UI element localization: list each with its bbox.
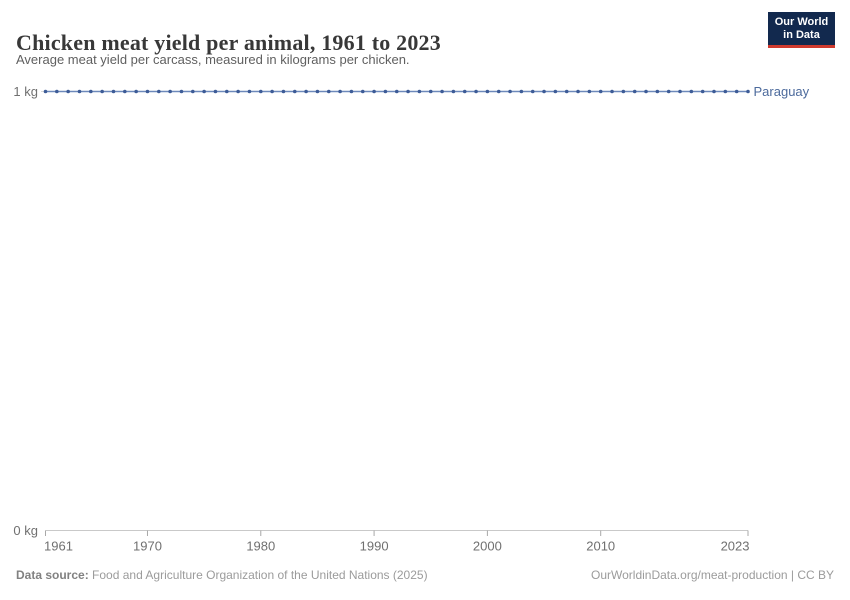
owid-logo[interactable]: Our World in Data [768,12,835,48]
data-point [43,89,48,94]
data-point [462,89,467,94]
data-point [666,89,671,94]
entity-label-paraguay[interactable]: Paraguay [754,84,810,99]
data-point [576,89,580,94]
data-point [111,89,116,94]
data-point [292,89,297,94]
data-point [632,89,637,94]
data-point [134,89,138,94]
data-point [304,89,308,94]
chart-footer: Data source: Food and Agriculture Organi… [16,568,834,582]
data-point [145,89,150,94]
data-point [349,89,354,94]
data-point [281,89,286,94]
data-point [191,89,195,94]
owid-logo-line2: in Data [783,28,820,41]
x-tick-label: 1961 [44,539,73,554]
data-source-note: Data source: Food and Agriculture Organi… [16,568,428,582]
data-point [508,89,512,94]
data-point [360,89,365,94]
owid-logo-line1: Our World [774,15,829,28]
data-point [496,89,501,94]
data-point [406,89,410,94]
data-point [55,89,59,94]
chart-subtitle: Average meat yield per carcass, measured… [16,52,410,67]
y-tick-label: 0 kg [13,523,38,538]
data-point [440,89,444,94]
data-source-text: Food and Agriculture Organization of the… [92,568,428,582]
data-point [157,89,161,94]
data-point [383,89,388,94]
data-point [89,89,93,94]
data-point [712,89,716,94]
data-point [655,89,660,94]
chart-title: Chicken meat yield per animal, 1961 to 2… [16,29,441,55]
data-point [179,89,184,94]
data-point [224,89,229,94]
data-point [700,89,705,94]
data-point [519,89,524,94]
y-tick-label: 1 kg [13,84,38,99]
data-point [610,89,614,94]
data-point [598,89,603,94]
data-point [417,89,422,94]
data-point [723,89,728,94]
attribution-link[interactable]: OurWorldinData.org/meat-production | CC … [591,568,834,582]
data-point [372,89,376,94]
data-source-label: Data source: [16,568,89,582]
data-point [338,89,342,94]
data-point [564,89,569,94]
data-point [394,89,399,94]
data-point [315,89,320,94]
data-point [587,89,592,94]
data-point [689,89,694,94]
data-point [247,89,252,94]
data-point [553,89,558,94]
data-point [542,89,546,94]
data-point [678,89,682,94]
data-point [451,89,456,94]
x-tick-label: 1980 [246,539,275,554]
x-tick-label: 2010 [586,539,615,554]
x-tick-label: 1970 [133,539,162,554]
data-point [100,89,104,94]
data-point [428,89,433,94]
x-tick-label: 2023 [721,539,750,554]
data-point [66,89,70,94]
data-point [485,89,490,94]
data-point [270,89,274,94]
data-point [734,89,739,94]
x-tick-label: 1990 [360,539,389,554]
data-point [258,89,263,94]
data-point [213,89,218,94]
data-point [77,89,82,94]
data-point [123,89,127,94]
data-point [474,89,478,94]
x-tick-label: 2000 [473,539,502,554]
data-point [202,89,206,94]
data-point [644,89,648,94]
data-point [746,89,750,94]
data-point [236,89,240,94]
data-point [530,89,535,94]
data-point [168,89,172,94]
data-point [621,89,626,94]
data-point [326,89,331,94]
